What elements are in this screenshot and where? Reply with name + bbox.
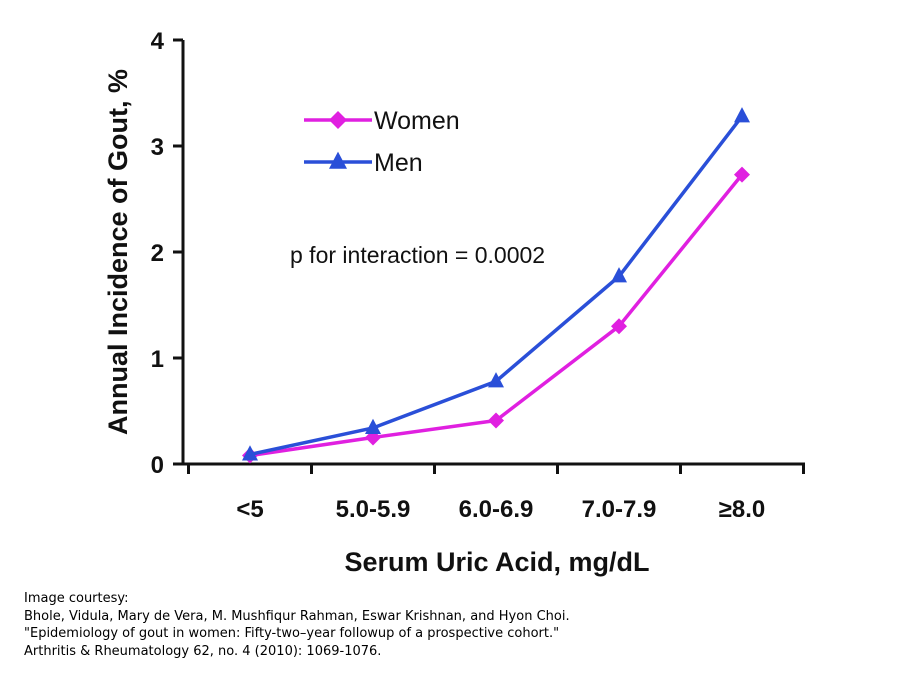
y-tick-label: 1 xyxy=(151,346,164,373)
y-tick-label: 2 xyxy=(151,240,164,267)
x-tick-label: <5 xyxy=(236,496,263,523)
gout-incidence-chart: 0 1 2 3 4 <5 5.0-5.9 6.0-6.9 7.0-7.9 ≥8.0 Women Me… xyxy=(103,28,805,577)
x-axis-title: Serum Uric Acid, mg/dL xyxy=(344,547,649,577)
data-point-triangle xyxy=(734,107,750,123)
data-point-diamond xyxy=(611,318,627,335)
data-point-triangle xyxy=(242,445,258,461)
x-tick-label: 6.0-6.9 xyxy=(459,496,534,523)
y-tick-label: 3 xyxy=(151,134,164,161)
credit-line: "Epidemiology of gout in women: Fifty-tw… xyxy=(24,626,560,641)
credit-line: Arthritis & Rheumatology 62, no. 4 (2010… xyxy=(24,643,382,659)
data-point-triangle xyxy=(365,418,381,434)
credit-line: Bhole, Vidula, Mary de Vera, M. Mushfiqu… xyxy=(24,608,570,624)
y-tick-label: 0 xyxy=(151,452,164,479)
image-credit: Image courtesy: Bhole, Vidula, Mary de V… xyxy=(24,590,570,660)
x-tick-label: ≥8.0 xyxy=(719,496,766,523)
legend-item-men: Men xyxy=(304,149,423,177)
credit-line: Image courtesy: xyxy=(24,591,129,606)
series-line-men xyxy=(249,115,744,457)
data-point-diamond xyxy=(488,412,504,429)
y-axis-title: Annual Incidence of Gout, % xyxy=(103,69,133,435)
legend-label: Women xyxy=(374,107,460,135)
legend-item-women: Women xyxy=(304,107,460,135)
data-point-diamond xyxy=(329,111,347,129)
data-point-triangle xyxy=(329,151,347,169)
series-men xyxy=(242,107,750,461)
legend: Women Men xyxy=(304,107,460,177)
y-tick-label: 4 xyxy=(151,28,165,55)
x-tick-label: 5.0-5.9 xyxy=(336,496,411,523)
axes: 0 1 2 3 4 <5 5.0-5.9 6.0-6.9 7.0-7.9 ≥8.0 xyxy=(151,28,805,523)
series-women xyxy=(242,166,750,464)
annotation: p for interaction = 0.0002 xyxy=(290,242,545,268)
data-point-triangle xyxy=(488,372,504,388)
legend-label: Men xyxy=(374,149,423,177)
data-point-triangle xyxy=(611,267,627,283)
data-point-diamond xyxy=(734,166,750,183)
series-layer xyxy=(242,107,750,464)
x-tick-label: 7.0-7.9 xyxy=(582,496,657,523)
